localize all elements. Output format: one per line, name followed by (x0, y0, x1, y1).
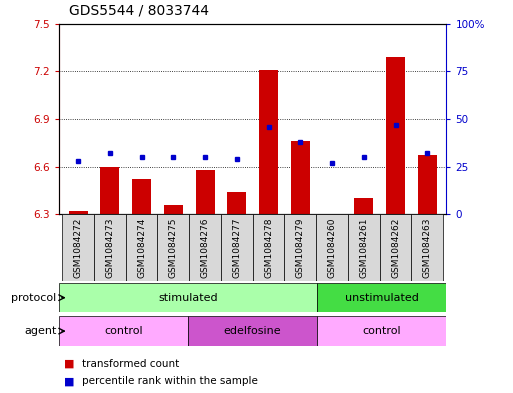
Bar (62, 214, 94, 281)
Text: GSM1084261: GSM1084261 (359, 218, 368, 278)
Text: edelfosine: edelfosine (224, 326, 282, 336)
Bar (157, 214, 189, 281)
Bar (253, 214, 284, 281)
Bar (164, 205, 183, 214)
Text: percentile rank within the sample: percentile rank within the sample (82, 376, 258, 386)
Text: ■: ■ (64, 358, 74, 369)
Bar (411, 214, 443, 281)
Bar (221, 214, 253, 281)
Text: GSM1084275: GSM1084275 (169, 218, 178, 278)
Text: GSM1084260: GSM1084260 (327, 218, 337, 278)
Bar (69, 211, 88, 214)
Bar (317, 316, 446, 346)
Bar (380, 214, 411, 281)
Bar (386, 57, 405, 214)
Bar (259, 70, 278, 214)
Bar (195, 170, 214, 214)
Text: GSM1084262: GSM1084262 (391, 218, 400, 278)
Bar (291, 141, 310, 214)
Bar (188, 316, 317, 346)
Text: ■: ■ (64, 376, 74, 386)
Text: agent: agent (24, 326, 56, 336)
Text: GSM1084277: GSM1084277 (232, 218, 241, 278)
Bar (189, 214, 221, 281)
Bar (284, 214, 316, 281)
Text: control: control (363, 326, 401, 336)
Bar (100, 167, 120, 214)
Bar (354, 198, 373, 214)
Text: GSM1084273: GSM1084273 (105, 218, 114, 278)
Bar (316, 214, 348, 281)
Text: GSM1084279: GSM1084279 (296, 218, 305, 278)
Text: stimulated: stimulated (159, 293, 218, 303)
Bar (317, 283, 446, 312)
Bar (94, 214, 126, 281)
Text: protocol: protocol (11, 293, 56, 303)
Text: transformed count: transformed count (82, 358, 180, 369)
Text: GDS5544 / 8033744: GDS5544 / 8033744 (69, 4, 209, 18)
Bar (126, 214, 157, 281)
Text: GSM1084263: GSM1084263 (423, 218, 432, 278)
Bar (227, 192, 246, 214)
Bar (132, 179, 151, 214)
Text: GSM1084272: GSM1084272 (73, 218, 83, 278)
Text: GSM1084278: GSM1084278 (264, 218, 273, 278)
Bar (59, 316, 188, 346)
Text: unstimulated: unstimulated (345, 293, 419, 303)
Text: control: control (104, 326, 143, 336)
Text: GSM1084274: GSM1084274 (137, 218, 146, 278)
Bar (59, 283, 317, 312)
Bar (418, 155, 437, 214)
Bar (348, 214, 380, 281)
Text: GSM1084276: GSM1084276 (201, 218, 209, 278)
